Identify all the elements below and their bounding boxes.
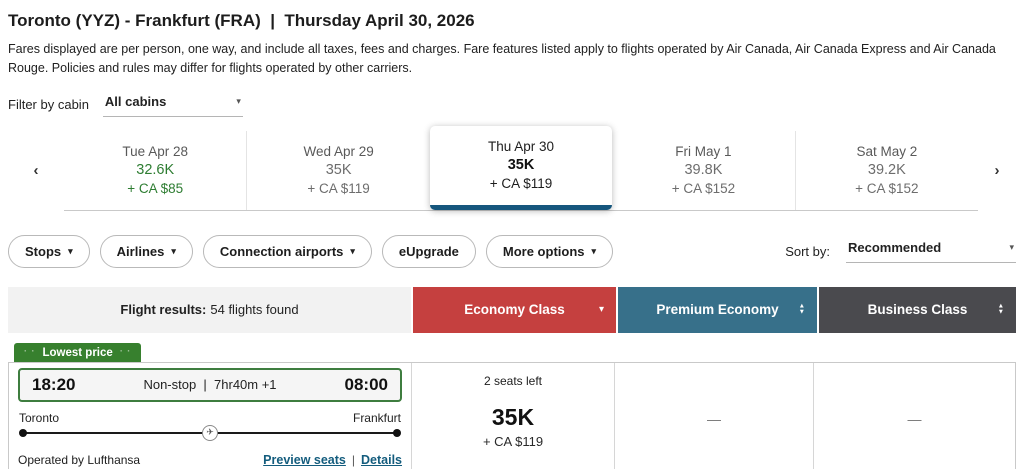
arrival-time: 08:00 [344, 374, 388, 394]
filters-row: Stops ▾ Airlines ▾ Connection airports ▾… [8, 234, 1016, 268]
chevron-down-icon: ▾ [591, 245, 597, 256]
flight-result-row: Lowest price 18:20 Non-stop | 7hr40m +1 … [8, 342, 1016, 469]
date-label: Sat May 2 [856, 144, 918, 159]
origin-dot [19, 428, 27, 437]
details-link[interactable]: Details [361, 452, 402, 467]
pill-label: Stops [25, 243, 62, 259]
origin-city: Toronto [19, 410, 60, 425]
date-tab-thu-apr-30-selected[interactable]: Thu Apr 30 35K + CA $119 [429, 125, 613, 210]
column-label: Business Class [867, 302, 968, 317]
eupgrade-filter-button[interactable]: eUpgrade [381, 234, 476, 268]
flight-footer: Operated by Lufthansa Preview seats | De… [18, 453, 402, 467]
lowest-price-badge: Lowest price [14, 342, 142, 362]
date-tab-wed-apr-29[interactable]: Wed Apr 29 35K + CA $119 [246, 130, 429, 210]
premium-economy-column-header[interactable]: Premium Economy ▲ ▼ [618, 286, 817, 333]
date-carousel: ‹ Tue Apr 28 32.6K + CA $85 Wed Apr 29 3… [8, 125, 1016, 211]
date-cash: + CA $119 [489, 176, 553, 191]
chevron-down-icon: ▾ [171, 245, 176, 256]
premium-economy-fare-cell: — [614, 362, 813, 469]
economy-fare-cell[interactable]: 2 seats left 35K + CA $119 [411, 362, 614, 469]
pill-label: More options [502, 243, 585, 259]
date-points: 35K [325, 162, 352, 178]
date-cash: + CA $152 [855, 181, 919, 196]
more-options-filter-button[interactable]: More options ▾ [485, 234, 614, 268]
sort-select[interactable]: Recommended ▾ [846, 239, 1016, 263]
date-tab-tue-apr-28[interactable]: Tue Apr 28 32.6K + CA $85 [64, 131, 246, 210]
carousel-prev-button[interactable]: ‹ [8, 131, 64, 211]
operated-by-text: Operated by Lufthansa [18, 452, 141, 467]
destination-dot [393, 428, 401, 437]
cabin-filter-label: Filter by cabin [8, 97, 89, 112]
plane-icon: ✈ [202, 424, 218, 441]
pill-label: eUpgrade [398, 243, 459, 259]
connection-airports-filter-button[interactable]: Connection airports ▾ [202, 234, 372, 268]
route-line: ✈ [19, 424, 401, 441]
cabin-filter-select[interactable]: All cabins ▾ [102, 93, 243, 117]
fare-disclaimer: Fares displayed are per person, one way,… [8, 42, 996, 75]
flight-info-section: 18:20 Non-stop | 7hr40m +1 08:00 Toronto… [9, 363, 411, 469]
flight-results-count: 54 flights found [210, 302, 299, 317]
airlines-filter-button[interactable]: Airlines ▾ [99, 234, 193, 268]
chevron-down-icon: ▾ [68, 245, 73, 256]
carousel-items: Tue Apr 28 32.6K + CA $85 Wed Apr 29 35K… [64, 125, 978, 211]
chevron-right-icon: › [994, 162, 1000, 179]
date-cash: + CA $85 [127, 181, 184, 196]
column-label: Premium Economy [656, 302, 779, 317]
date-label: Fri May 1 [675, 144, 732, 159]
sort-arrows-icon: ▲ ▼ [798, 302, 805, 316]
date-cash: + CA $152 [671, 181, 736, 196]
flight-card: 18:20 Non-stop | 7hr40m +1 08:00 Toronto… [8, 361, 1016, 469]
economy-class-column-header[interactable]: Economy Class ▾ [413, 286, 616, 333]
links-separator: | [351, 452, 355, 467]
date-points: 32.6K [136, 162, 175, 178]
chevron-left-icon: ‹ [33, 162, 39, 179]
flight-links: Preview seats | Details [263, 453, 402, 467]
premium-fare-unavailable: — [707, 410, 721, 427]
date-points: 35K [507, 157, 535, 173]
destination-city: Frankfurt [352, 410, 401, 425]
pill-label: Connection airports [219, 243, 344, 259]
date-points: 39.2K [867, 162, 906, 178]
route-meta: Non-stop | 7hr40m +1 [143, 377, 277, 392]
date-points: 39.8K [684, 162, 723, 178]
date-cash: + CA $119 [307, 181, 370, 196]
cabin-filter-value: All cabins [104, 93, 167, 109]
chevron-down-icon: ▾ [236, 95, 241, 106]
cabin-filter-row: Filter by cabin All cabins ▾ [8, 93, 1016, 117]
date-tab-fri-may-1[interactable]: Fri May 1 39.8K + CA $152 [612, 131, 794, 210]
sort-arrows-icon: ▲ ▼ [997, 302, 1004, 316]
chevron-down-icon: ▾ [350, 245, 355, 256]
stops-filter-button[interactable]: Stops ▾ [8, 234, 90, 268]
flight-results-label: Flight results: [120, 302, 207, 317]
date-label: Wed Apr 29 [303, 144, 374, 159]
date-label: Thu Apr 30 [487, 139, 555, 154]
pill-label: Airlines [116, 243, 165, 259]
business-fare-unavailable: — [907, 410, 922, 427]
departure-time: 18:20 [32, 374, 76, 394]
business-class-column-header[interactable]: Business Class ▲ ▼ [819, 286, 1016, 333]
chevron-down-icon: ▾ [1009, 242, 1014, 252]
preview-seats-link[interactable]: Preview seats [263, 452, 346, 467]
economy-fare-points: 35K [491, 403, 535, 430]
sort-by-label: Sort by: [785, 243, 830, 259]
date-label: Tue Apr 28 [122, 144, 188, 159]
business-fare-cell: — [813, 362, 1015, 469]
chevron-down-icon: ▾ [598, 303, 604, 315]
seats-left-text: 2 seats left [483, 373, 543, 388]
page-title: Toronto (YYZ) - Frankfurt (FRA) | Thursd… [8, 11, 475, 30]
flight-times-header[interactable]: 18:20 Non-stop | 7hr40m +1 08:00 [18, 367, 402, 402]
carousel-next-button[interactable]: › [978, 131, 1016, 211]
sort-value: Recommended [848, 240, 942, 255]
sort-area: Sort by: Recommended ▾ [785, 239, 1016, 263]
date-tab-sat-may-2[interactable]: Sat May 2 39.2K + CA $152 [794, 130, 978, 210]
economy-fare-cash: + CA $119 [482, 433, 544, 449]
results-header: Flight results: 54 flights found Economy… [8, 286, 1016, 333]
column-label: Economy Class [464, 302, 565, 317]
route-labels: Toronto Frankfurt [18, 411, 402, 425]
flight-results-summary: Flight results: 54 flights found [8, 286, 411, 333]
